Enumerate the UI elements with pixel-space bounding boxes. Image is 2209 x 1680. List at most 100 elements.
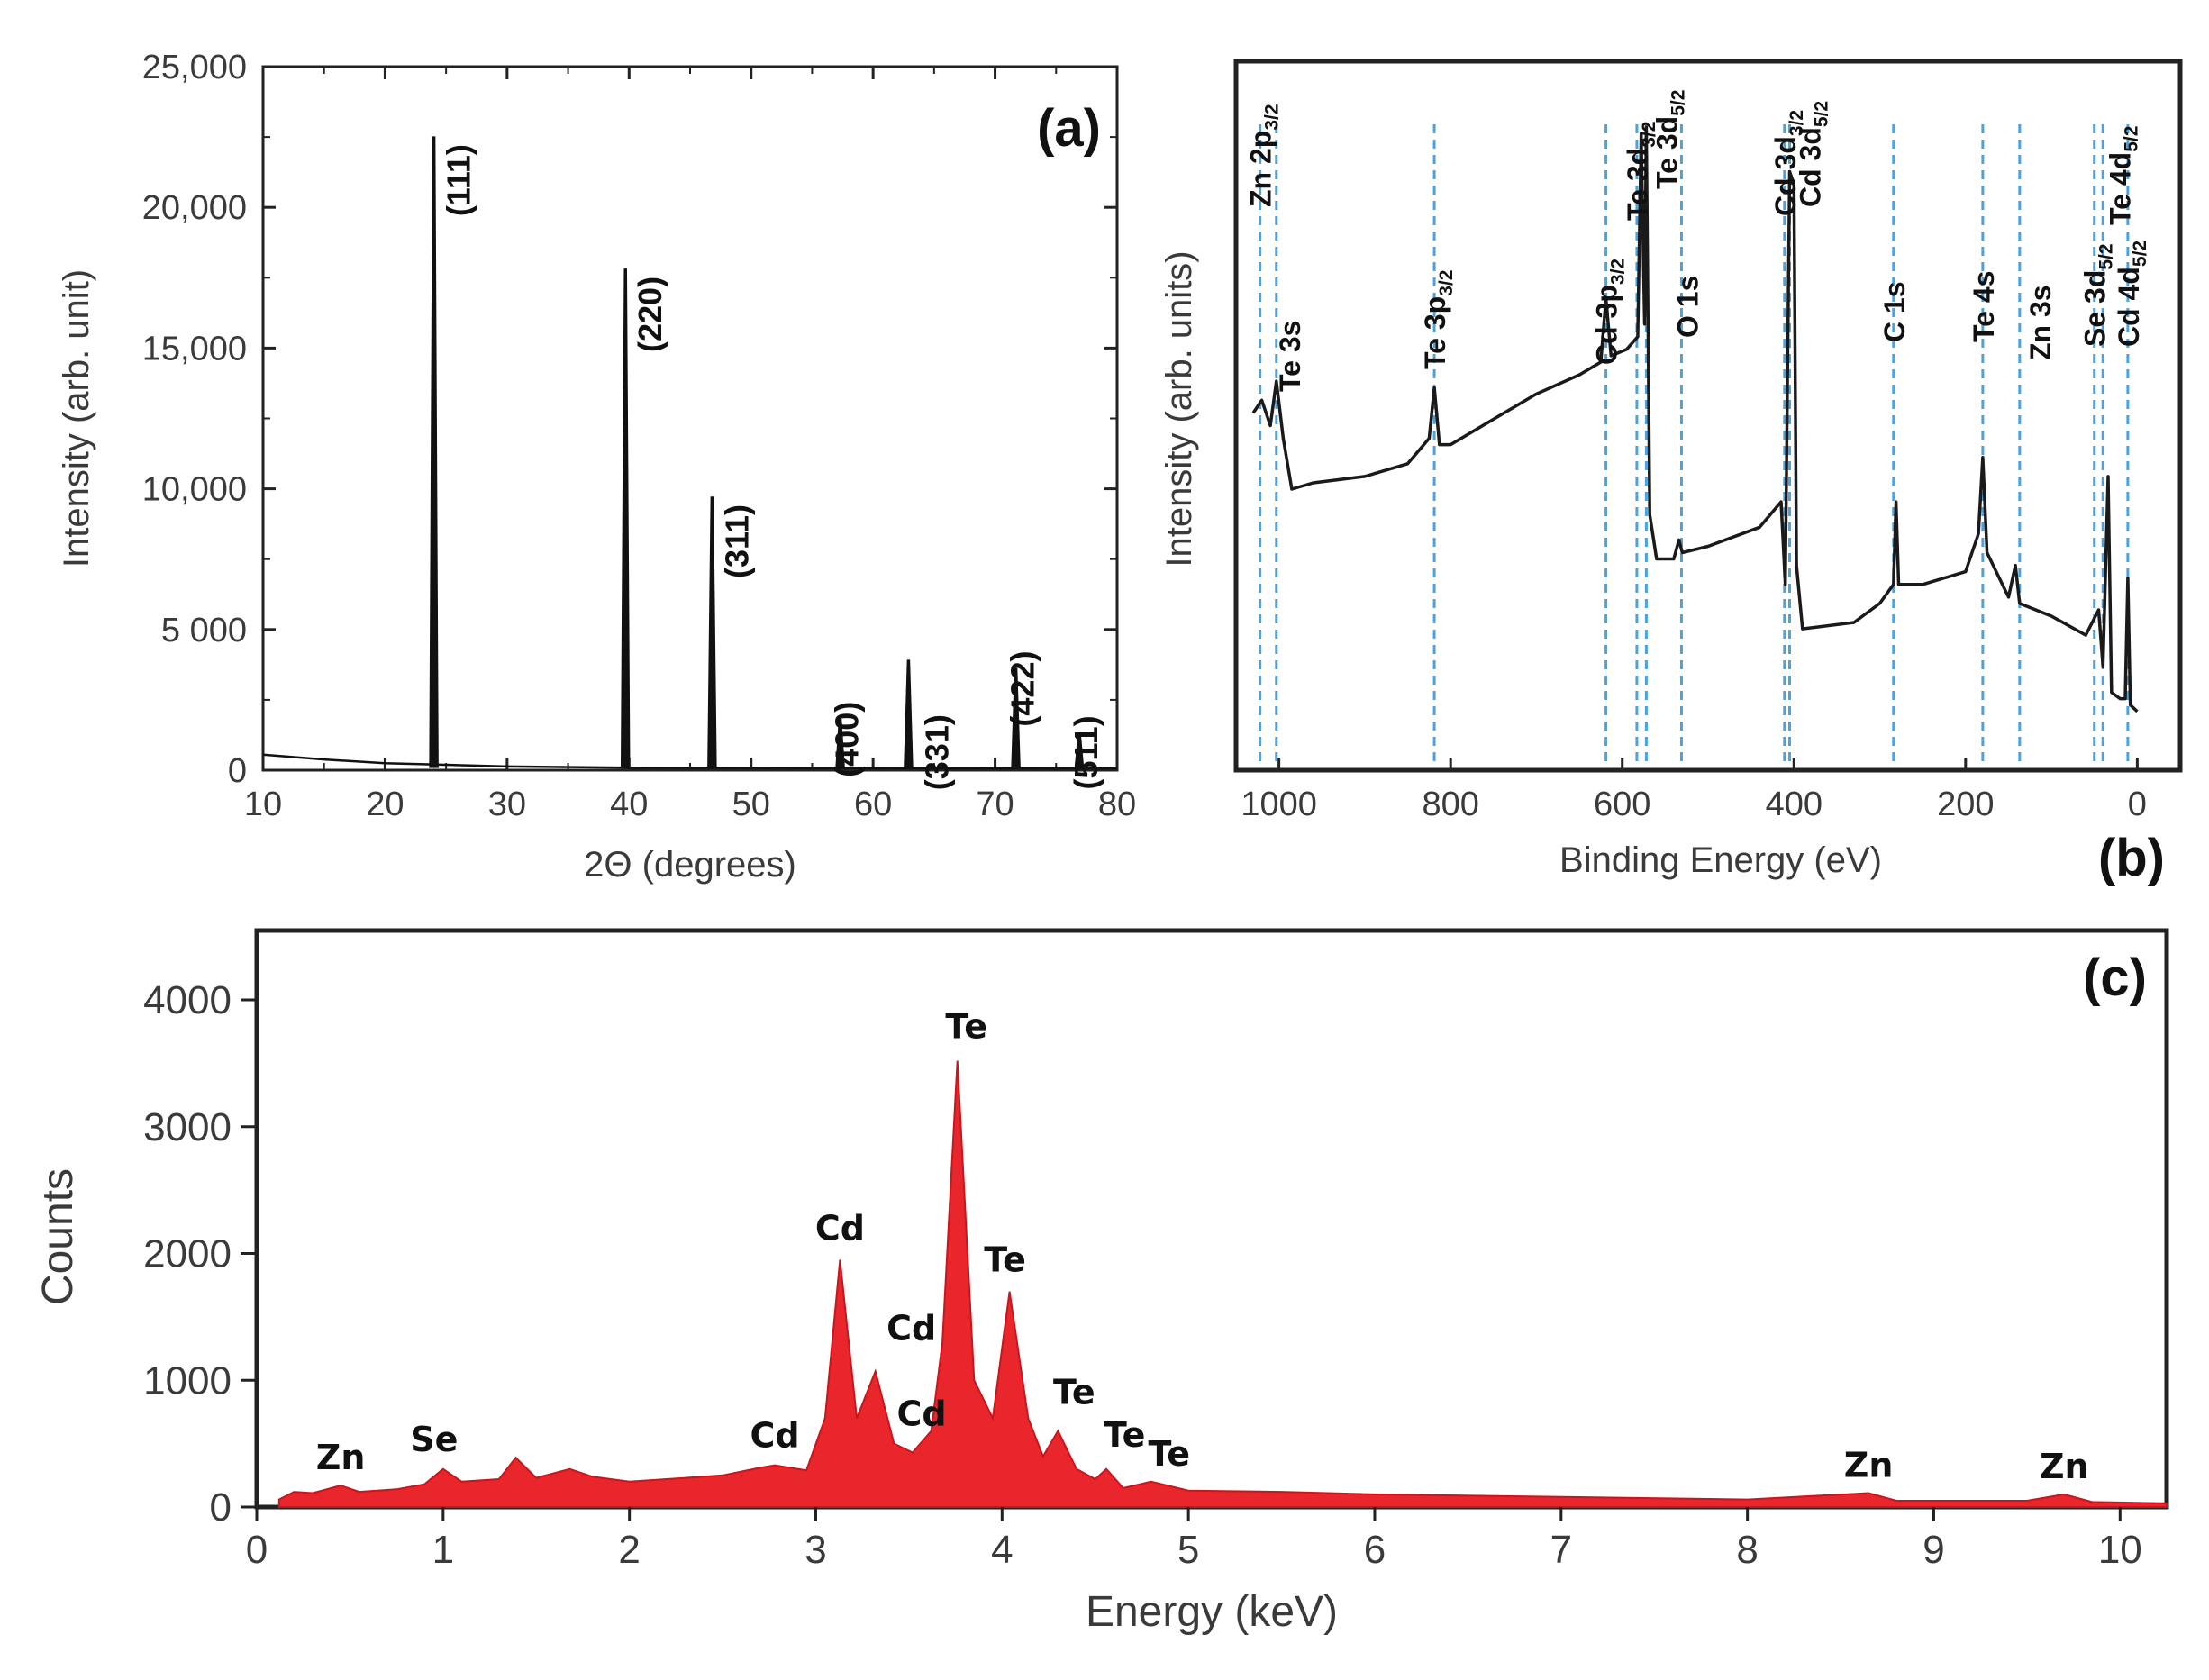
xps-line-label: Cd 3d3/2 [1769, 110, 1807, 216]
xps-line-label: Te 3p3/2 [1419, 270, 1457, 369]
x-tick-label: 7 [1550, 1528, 1572, 1572]
x-tick-label: 80 [1098, 786, 1136, 823]
xps-line-label-subscript: 5/2 [2096, 243, 2117, 269]
xps-line-label-main: Zn 2p [1245, 131, 1277, 207]
x-tick-label: 800 [1422, 786, 1478, 823]
xps-line-label: O 1s [1671, 276, 1704, 338]
y-tick-label: 0 [210, 1485, 232, 1530]
xrd-peak [429, 136, 439, 768]
element-label: Zn [1844, 1446, 1894, 1485]
x-tick-label: 600 [1594, 786, 1650, 823]
panel-b-xps-chart: 1000 800 600 400 200 0Zn 2p3/2Te 3s Te 3p3/2Cd… [1159, 59, 2183, 887]
x-tick-label: 50 [732, 786, 770, 823]
panel-label: (b) [2098, 829, 2165, 887]
x-tick-label: 10 [2098, 1528, 2142, 1572]
x-tick-label: 10 [244, 786, 282, 823]
plot-frame [1233, 59, 2183, 773]
y-tick-label: 20,000 [142, 189, 247, 227]
y-tick-label: 15,000 [142, 330, 247, 368]
xps-line-label: Se 3d5/2 [2079, 243, 2117, 347]
element-label: Te [1148, 1434, 1190, 1474]
xrd-peak [904, 659, 914, 768]
x-tick-label: 0 [2128, 786, 2147, 823]
element-label: Cd [815, 1209, 865, 1249]
xps-line-label: C 1s [1878, 281, 1911, 342]
xps-line-label-main: Se 3d [2079, 270, 2112, 347]
x-tick-label: 3 [805, 1528, 826, 1572]
x-tick-label: 6 [1364, 1528, 1386, 1572]
y-tick-label: 2000 [143, 1232, 232, 1276]
xps-line-label: Te 4d5/2 [2104, 126, 2141, 225]
y-axis-label: Intensity (arb. units) [1159, 250, 1199, 567]
x-axis-label: Energy (keV) [1086, 1588, 1338, 1636]
peak-label: (422) [1005, 651, 1041, 727]
panel-a-xrd-chart: 10 20 30 40 50 60 70 80 0 5 000 10,000 15,000 20,000… [57, 49, 1136, 885]
element-label: Te [1053, 1373, 1095, 1412]
xps-line-label-subscript: 3/2 [1786, 110, 1807, 136]
xps-line-label: Zn 3s [2024, 285, 2057, 360]
peak-label: (111) [441, 144, 477, 216]
element-label: Cd [896, 1394, 946, 1433]
x-tick-label: 0 [246, 1528, 268, 1572]
x-tick-label: 70 [976, 786, 1014, 823]
xps-line-label-main: Zn 3s [2024, 285, 2057, 360]
xps-line-label-subscript: 5/2 [1812, 101, 1832, 127]
xps-line-label-subscript: 3/2 [1436, 270, 1457, 296]
xps-line-label-main: Te 3p [1419, 296, 1451, 369]
x-tick-label: 5 [1177, 1528, 1199, 1572]
y-tick-label: 4000 [143, 978, 232, 1022]
xrd-peak [620, 268, 631, 768]
x-tick-label: 8 [1736, 1528, 1758, 1572]
x-tick-label: 30 [488, 786, 526, 823]
peak-label: (331) [918, 714, 955, 790]
x-axis-label: 2Θ (degrees) [584, 845, 796, 885]
x-axis-label: Binding Energy (eV) [1559, 840, 1882, 880]
edx-spectrum-area [277, 1060, 2168, 1508]
x-tick-label: 1 [432, 1528, 454, 1572]
element-label: Se [410, 1420, 458, 1459]
xps-line-label-subscript: 5/2 [2121, 126, 2141, 152]
y-tick-label: 3000 [143, 1105, 232, 1149]
y-tick-label: 10,000 [142, 471, 247, 509]
xps-line-label-main: Te 3d [1650, 116, 1683, 189]
xps-line-label-main: Te 3s [1274, 321, 1306, 392]
xps-line-label-main: Te 4d [2104, 152, 2136, 225]
y-axis-label: Counts [34, 1168, 82, 1305]
y-tick-label: 1000 [143, 1358, 232, 1403]
element-label: Zn [2040, 1447, 2089, 1486]
element-label: Te [984, 1240, 1026, 1280]
xps-line-label-subscript: 3/2 [1608, 259, 1629, 285]
x-tick-label: 60 [854, 786, 892, 823]
x-tick-label: 400 [1766, 786, 1823, 823]
xrd-baseline [262, 753, 1118, 770]
xps-line-label: Cd 3d5/2 [1795, 101, 1832, 207]
xps-line-label-subscript: 3/2 [1262, 104, 1283, 130]
y-tick-label: 0 [228, 752, 247, 790]
x-tick-label: 4 [991, 1528, 1013, 1572]
xps-line-label: Cd 4d5/2 [2113, 241, 2150, 347]
x-tick-label: 1000 [1241, 786, 1317, 823]
xps-line-label-main: Cd 3d [1769, 136, 1802, 216]
peak-label: (220) [632, 277, 668, 352]
xps-line-label-main: O 1s [1671, 276, 1704, 338]
xrd-peak [707, 496, 717, 768]
xps-line-label: Te 3s [1274, 321, 1306, 392]
element-label: Zn [316, 1438, 366, 1477]
xrd-peak [1074, 732, 1085, 768]
xps-line-label-main: Te 4s [1968, 271, 2000, 342]
xps-line-label-main: Cd 3d [1795, 127, 1827, 207]
y-tick-label: 25,000 [142, 49, 247, 86]
panel-c-edx-chart: 0 1 2 3 4 5 6 7 8 9 10 0 1000 2000 3000 4000 Zn Se Cd Cd Cd C… [34, 928, 2169, 1636]
y-tick-label: 5 000 [161, 612, 247, 649]
xps-line-label-subscript: 3/2 [1639, 122, 1659, 148]
xps-line-label: Zn 2p3/2 [1245, 104, 1283, 207]
xps-line-label: Te 4s [1968, 271, 2000, 342]
xps-line-label-subscript: 5/2 [1668, 90, 1688, 116]
peak-label: (511) [1068, 715, 1104, 789]
element-label: Cd [750, 1416, 799, 1456]
x-tick-label: 2 [618, 1528, 640, 1572]
xrd-peak [1011, 667, 1021, 768]
panel-label: (c) [2083, 949, 2147, 1007]
xps-line-label: Te 3d5/2 [1650, 90, 1688, 189]
